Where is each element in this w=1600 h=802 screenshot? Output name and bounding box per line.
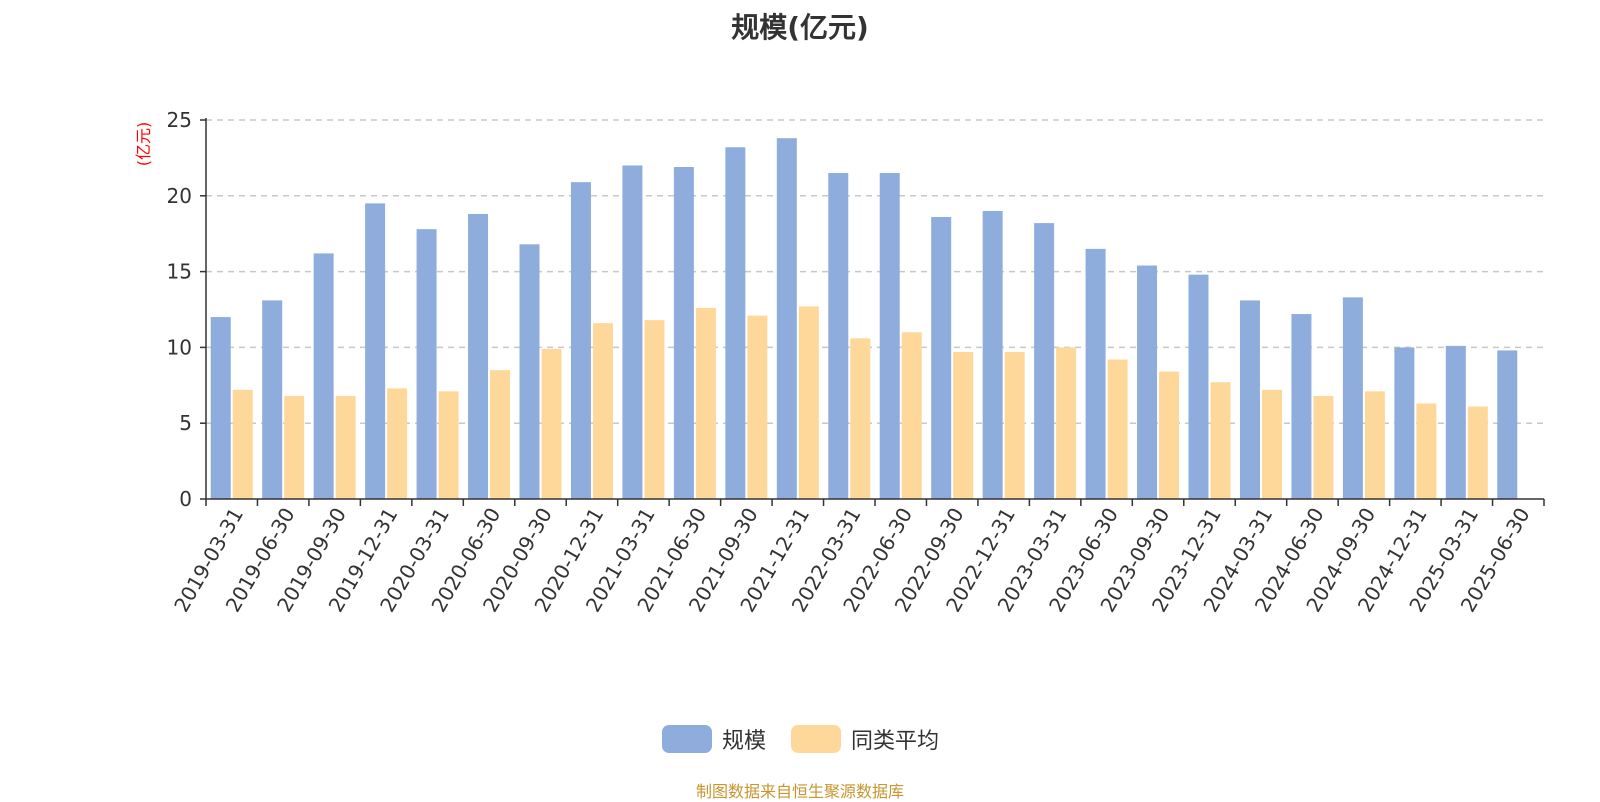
bar-peer-average[interactable]: [1107, 359, 1128, 499]
bar-scale[interactable]: [1239, 300, 1260, 499]
bar-peer-average[interactable]: [747, 315, 768, 499]
bar-peer-average[interactable]: [1467, 406, 1488, 499]
bar-peer-average[interactable]: [232, 389, 253, 499]
bar-peer-average[interactable]: [438, 391, 459, 499]
bar-peer-average[interactable]: [284, 395, 305, 499]
bar-scale[interactable]: [468, 213, 489, 499]
bar-scale[interactable]: [1497, 350, 1518, 499]
bar-peer-average[interactable]: [1364, 391, 1385, 499]
bar-scale[interactable]: [262, 300, 283, 499]
bar-scale[interactable]: [879, 173, 900, 499]
legend-swatch: [791, 725, 841, 753]
bar-peer-average[interactable]: [1416, 403, 1437, 499]
bar-peer-average[interactable]: [541, 348, 562, 499]
y-tick-label: 15: [167, 260, 192, 284]
bar-scale[interactable]: [210, 317, 231, 499]
bar-scale[interactable]: [1291, 314, 1312, 499]
y-tick-label: 20: [167, 184, 192, 208]
bar-peer-average[interactable]: [335, 395, 356, 499]
bar-scale[interactable]: [416, 229, 437, 500]
legend-label: 同类平均: [851, 729, 939, 754]
bar-peer-average[interactable]: [490, 370, 511, 499]
bar-scale[interactable]: [570, 182, 591, 499]
bar-scale[interactable]: [725, 147, 746, 499]
y-tick-label: 0: [179, 487, 192, 511]
bar-scale[interactable]: [1445, 345, 1466, 499]
y-tick-label: 10: [167, 335, 192, 359]
bar-scale[interactable]: [622, 165, 643, 500]
y-axis-unit-label: (亿元): [134, 122, 153, 167]
bar-peer-average[interactable]: [1056, 347, 1077, 499]
bar-peer-average[interactable]: [644, 320, 665, 499]
bar-scale[interactable]: [1034, 223, 1055, 499]
bar-peer-average[interactable]: [1159, 371, 1180, 499]
bar-scale[interactable]: [828, 173, 849, 499]
bar-scale[interactable]: [673, 166, 694, 499]
legend-item-peer-average[interactable]: 同类平均: [791, 725, 939, 754]
bar-scale[interactable]: [1137, 265, 1158, 499]
bar-peer-average[interactable]: [953, 351, 974, 499]
bar-scale[interactable]: [313, 253, 334, 499]
bar-scale[interactable]: [1342, 297, 1363, 499]
bar-scale[interactable]: [1188, 274, 1209, 499]
bar-peer-average[interactable]: [695, 307, 716, 499]
bar-peer-average[interactable]: [1004, 351, 1025, 499]
legend[interactable]: 规模 同类平均: [662, 725, 939, 754]
bar-scale[interactable]: [931, 217, 952, 500]
bar-peer-average[interactable]: [1210, 382, 1231, 499]
bar-scale[interactable]: [1085, 248, 1106, 499]
y-tick-label: 25: [167, 108, 192, 132]
bar-peer-average[interactable]: [901, 332, 922, 499]
legend-label: 规模: [722, 729, 766, 754]
bars: [210, 138, 1518, 500]
bar-peer-average[interactable]: [387, 388, 408, 499]
chart-title: 规模(亿元): [731, 11, 869, 44]
bar-peer-average[interactable]: [592, 323, 613, 499]
bar-scale[interactable]: [982, 210, 1003, 499]
bar-scale[interactable]: [365, 203, 386, 499]
bar-peer-average[interactable]: [850, 338, 871, 499]
bar-scale[interactable]: [519, 244, 540, 499]
bar-scale[interactable]: [1394, 347, 1415, 499]
legend-swatch: [662, 725, 712, 753]
legend-item-scale[interactable]: 规模: [662, 725, 766, 754]
bar-peer-average[interactable]: [1261, 389, 1282, 499]
bar-peer-average[interactable]: [798, 306, 819, 499]
bar-scale[interactable]: [776, 138, 797, 499]
bar-peer-average[interactable]: [1313, 395, 1334, 499]
source-note: 制图数据来自恒生聚源数据库: [695, 782, 904, 801]
y-tick-label: 5: [179, 411, 192, 435]
